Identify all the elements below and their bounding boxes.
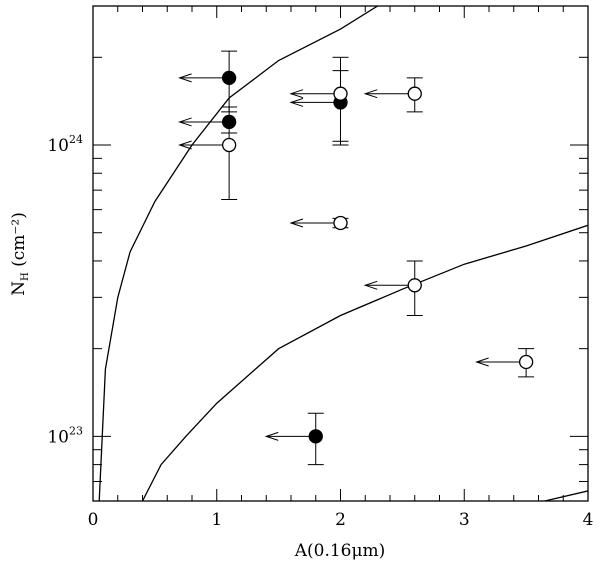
- open-point: [289, 56, 349, 146]
- y-axis-label: NH (cm⁻²): [9, 212, 31, 296]
- open-circle-marker: [333, 215, 348, 231]
- x-tick-label: 1: [211, 510, 222, 530]
- model-curves: [98, 6, 588, 501]
- x-axis-label: A(0.16μm): [294, 541, 386, 561]
- y-tick-base: 10: [47, 427, 69, 447]
- y-axis-label-main: N: [9, 281, 29, 296]
- open-circle-marker: [407, 278, 422, 293]
- y-axis-label-units: (cm⁻²): [9, 212, 29, 272]
- upper-limit-arrow-head: [289, 218, 304, 228]
- x-tick-label: 4: [583, 510, 594, 530]
- open-circle-marker: [333, 86, 348, 101]
- upper-limit-arrow-head: [178, 140, 192, 150]
- filled-circle-marker: [308, 429, 323, 444]
- open-circle-marker: [518, 354, 534, 370]
- filled-circle-marker: [221, 70, 237, 86]
- model-curve-1: [98, 6, 378, 501]
- upper-limit-arrow-head: [289, 97, 304, 107]
- open-point: [363, 77, 423, 113]
- filled-circle-marker: [221, 114, 237, 130]
- model-curve-2: [141, 224, 588, 501]
- plot-content: [98, 6, 588, 501]
- y-tick-exponent: 23: [69, 424, 83, 437]
- model-curve-3: [544, 490, 588, 501]
- x-tick-label: 2: [335, 510, 346, 530]
- x-tick-label: 0: [88, 510, 99, 530]
- upper-limit-arrow-head: [178, 117, 192, 127]
- open-circle-marker: [221, 137, 237, 153]
- filled-point: [289, 70, 349, 142]
- upper-limit-arrow-head: [363, 89, 378, 99]
- open-point: [289, 215, 349, 231]
- open-point: [475, 348, 535, 378]
- filled-point: [264, 412, 324, 466]
- filled-point: [178, 50, 238, 113]
- y-tick-label: 1023: [47, 424, 83, 447]
- filled-point: [178, 106, 238, 134]
- data-points: [178, 50, 535, 466]
- upper-limit-arrow-head: [475, 357, 489, 367]
- y-axis-label-sub: H: [20, 272, 31, 281]
- upper-limit-arrow-head: [289, 89, 304, 99]
- open-circle-marker: [407, 86, 422, 101]
- upper-limit-arrow-head: [264, 431, 279, 441]
- open-point: [363, 260, 423, 316]
- y-tick-label: 1024: [47, 133, 83, 156]
- y-tick-exponent: 24: [69, 133, 83, 146]
- open-point: [178, 132, 238, 201]
- x-tick-label: 3: [459, 510, 470, 530]
- upper-limit-arrow-head: [178, 73, 192, 83]
- upper-limit-arrow-head: [363, 280, 378, 290]
- y-tick-base: 10: [47, 136, 69, 156]
